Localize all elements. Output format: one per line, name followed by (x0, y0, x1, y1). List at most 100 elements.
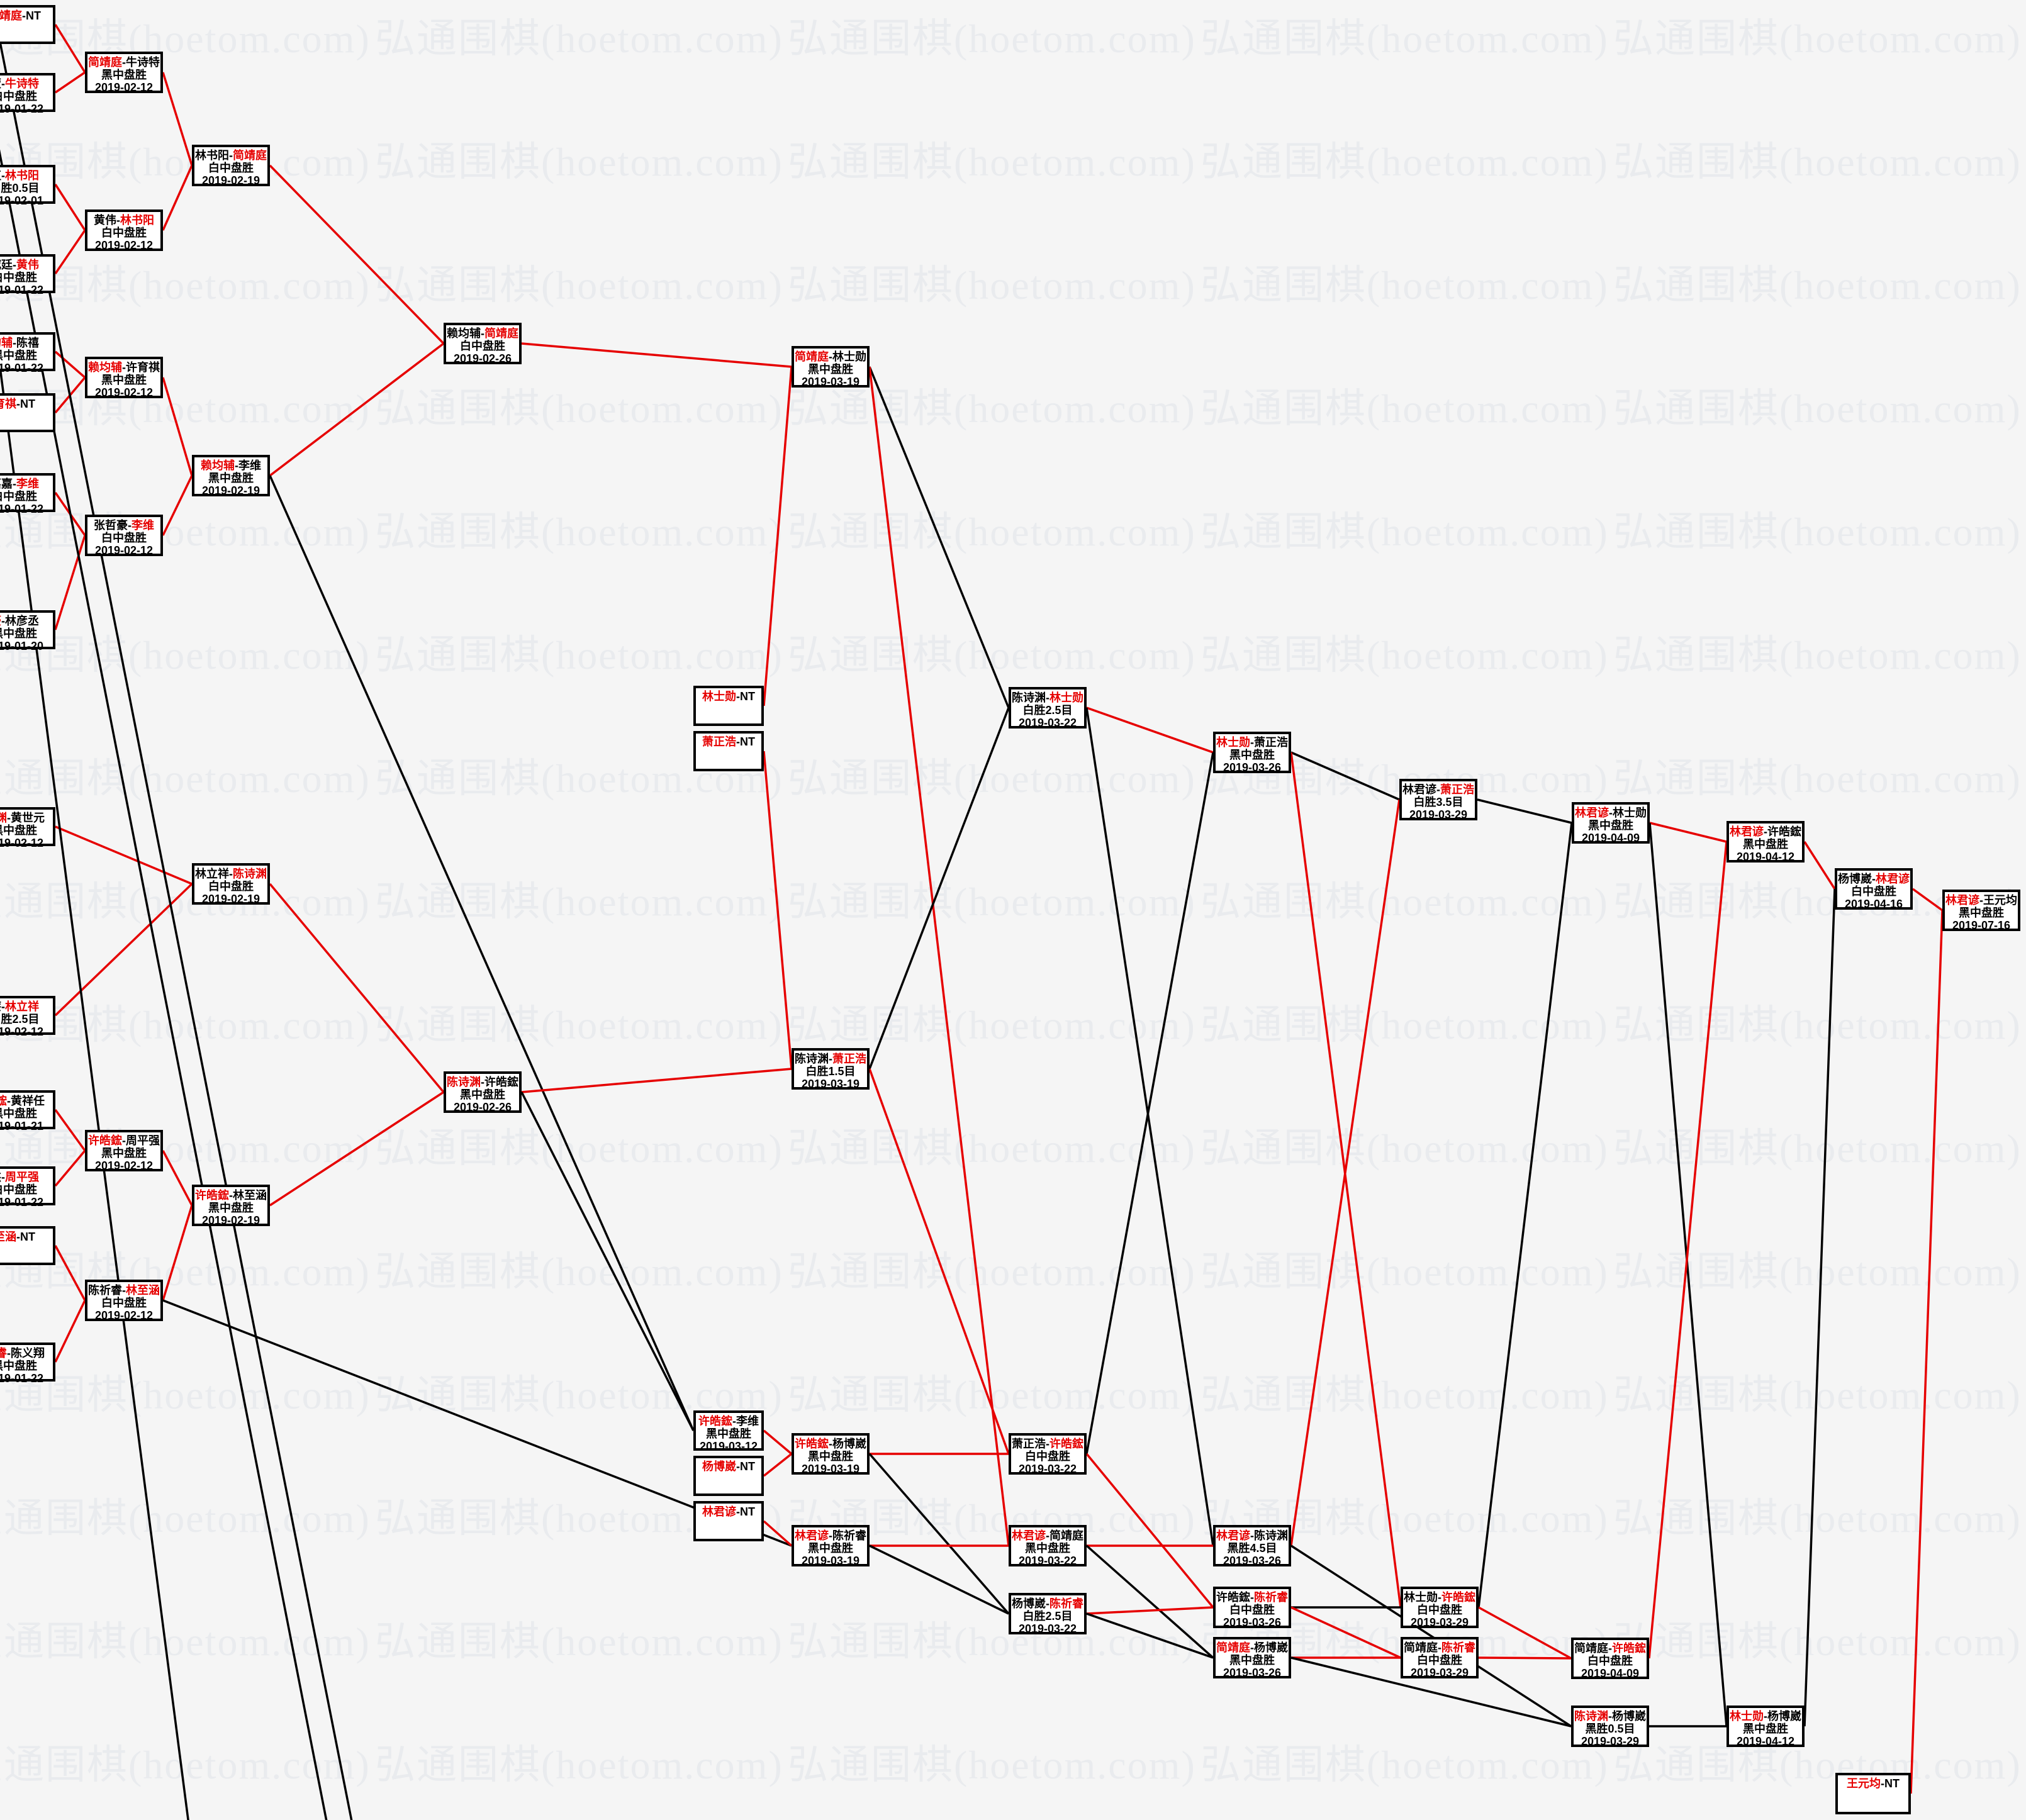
player-2: 牛诗特 (126, 56, 160, 69)
match-box-C11a[interactable]: 林君谚-王元均 黑中盘胜 2019-07-16 (1942, 890, 2020, 932)
match-box-C5d[interactable]: 杨博崴-陈祈睿 白胜2.5目 2019-03-22 (1009, 1593, 1087, 1635)
watermark-text: 弘通围棋(hoetom.com) (1613, 1743, 2022, 1787)
match-box-C2c[interactable]: 赖均辅-许育祺 黑中盘胜 2019-02-12 (85, 357, 163, 399)
match-players: 简靖庭-NT (0, 9, 53, 22)
match-box-C4h[interactable]: 许皓鋐-杨博崴 黑中盘胜 2019-03-19 (792, 1433, 870, 1475)
match-box-C4a[interactable]: 简靖庭-林士勋 黑中盘胜 2019-03-19 (792, 346, 870, 388)
match-box-C8a[interactable]: 林君谚-林士勋 黑中盘胜 2019-04-09 (1572, 802, 1650, 844)
match-box-C2e[interactable]: 许皓鋐-周平强 黑中盘胜 2019-02-12 (85, 1130, 163, 1172)
match-box-L2[interactable]: 萱-牛诗特白中盘胜2019-01-22 (0, 73, 55, 115)
match-box-C6c[interactable]: 许皓鋐-陈祈睿 白中盘胜 2019-03-26 (1213, 1587, 1291, 1629)
player-2: NT (20, 398, 35, 410)
match-result: 黑中盘胜 (808, 1542, 853, 1555)
match-date: 2019-02-19 (201, 893, 260, 905)
match-box-C4f[interactable]: 杨博崴-NT (693, 1456, 764, 1496)
match-date: 2019-01-22 (0, 1372, 44, 1385)
match-box-L9[interactable]: 诗渊-黄世元黑中盘胜2019-02-12 (0, 807, 55, 849)
match-box-C2a[interactable]: 简靖庭-牛诗特 黑中盘胜 2019-02-12 (85, 52, 163, 94)
match-box-C4c[interactable]: 萧正浩-NT (693, 731, 764, 771)
match-box-C9b[interactable]: 林士勋-杨博崴 黑中盘胜 2019-04-12 (1727, 1706, 1805, 1748)
connector-C6b-C7a-winner-path (1290, 799, 1401, 1546)
match-date: 2019-02-26 (453, 352, 512, 365)
match-box-C6a[interactable]: 林士勋-萧正浩 黑中盘胜 2019-03-26 (1213, 732, 1291, 774)
match-date: 2019-03-22 (1018, 1555, 1077, 1567)
player-1: 林书阳 (195, 149, 229, 162)
connector-L14-C2f-winner-path (54, 1300, 86, 1363)
match-date: 2019-02-12 (94, 239, 154, 252)
match-box-C10a[interactable]: 杨博崴-林君谚 白中盘胜 2019-04-16 (1835, 868, 1913, 910)
match-box-L5[interactable]: 均辅-陈禧黑中盘胜2019-01-22 (0, 332, 55, 374)
match-box-C5c[interactable]: 林君谚-简靖庭 黑中盘胜 2019-03-22 (1009, 1525, 1087, 1567)
match-box-C25b[interactable]: 赖均辅-李维 黑中盘胜 2019-02-19 (192, 455, 270, 497)
match-box-C6d[interactable]: 简靖庭-杨博崴 黑中盘胜 2019-03-26 (1213, 1637, 1291, 1679)
match-players: 育祺-NT (0, 398, 53, 410)
connector-C4c-C4d-winner-path (763, 751, 793, 1069)
player-2-winner: 牛诗特 (5, 77, 39, 90)
player-2-winner: 林立祥 (5, 1000, 39, 1013)
connector-C4b-C4a-winner-path (763, 366, 793, 706)
match-box-C4g[interactable]: 林君谚-NT (693, 1501, 764, 1541)
connector-C6a-C7b-winner-path (1290, 752, 1402, 1608)
match-box-C7a[interactable]: 林君谚-萧正浩 白胜3.5目 2019-03-29 (1399, 779, 1477, 821)
watermark-text: 弘通围棋(hoetom.com) (0, 879, 371, 924)
match-box-C2f[interactable]: 陈祈睿-林至涵 白中盘胜 2019-02-12 (85, 1280, 163, 1322)
watermark-text: 弘通围棋(hoetom.com) (788, 633, 1196, 678)
player-1-winner: 林君谚 (1012, 1529, 1046, 1542)
match-box-C6b[interactable]: 林君谚-陈诗渊 黑胜4.5目 2019-03-26 (1213, 1525, 1291, 1567)
player-1-winner: 简靖庭 (1216, 1641, 1250, 1654)
match-box-L13[interactable]: 至涵-NT (0, 1226, 55, 1265)
match-box-C10b[interactable]: 王元均-NT (1835, 1773, 1911, 1814)
match-box-L1[interactable]: 简靖庭-NT (0, 5, 55, 44)
match-box-C4e[interactable]: 许皓鋐-李维 黑中盘胜 2019-03-12 (693, 1410, 764, 1453)
match-box-C7b[interactable]: 林士勋-许皓鋐 白中盘胜 2019-03-29 (1401, 1587, 1479, 1629)
match-box-C8b[interactable]: 简靖庭-许皓鋐 白中盘胜 2019-04-09 (1571, 1638, 1649, 1680)
match-box-C4b[interactable]: 林士勋-NT (693, 686, 764, 726)
match-result: 白中盘胜 (101, 532, 147, 544)
player-1-winner: 简靖庭 (88, 56, 122, 69)
match-box-C8c[interactable]: 陈诗渊-杨博崴 黑胜0.5目 2019-03-29 (1571, 1706, 1649, 1748)
match-box-C3b[interactable]: 陈诗渊-许皓鋐 黑中盘胜 2019-02-26 (444, 1071, 522, 1114)
match-players: 廉-林立祥 (0, 1000, 53, 1013)
player-1: 植 (0, 169, 1, 182)
watermark-text: 弘通围棋(hoetom.com) (788, 16, 1196, 61)
match-box-C25d[interactable]: 许皓鋐-林至涵 黑中盘胜 2019-02-19 (192, 1185, 270, 1227)
match-result: 黑中盘胜 (0, 349, 37, 362)
match-date: 2019-01-20 (0, 640, 44, 652)
match-players: 张哲豪-李维 (94, 519, 154, 532)
match-box-L4[interactable]: 威廷-黄伟白中盘胜2019-01-22 (0, 254, 55, 296)
match-result: 白胜2.5目 (1022, 1610, 1073, 1622)
match-players: 赖均辅-李维 (201, 459, 261, 472)
match-box-C2d[interactable]: 张哲豪-李维 白中盘胜 2019-02-12 (85, 515, 163, 557)
match-box-C7c[interactable]: 简靖庭-陈祈睿 白中盘胜 2019-03-29 (1401, 1637, 1479, 1679)
connector-L11-C2e-winner-path (54, 1108, 86, 1152)
match-box-L12[interactable]: 杰-周平强白中盘胜2019-01-22 (0, 1166, 55, 1209)
player-1-winner: 林君谚 (1216, 1529, 1250, 1542)
match-box-C2b[interactable]: 黄伟-林书阳 白中盘胜 2019-02-12 (85, 209, 163, 252)
match-players: 林士勋-许皓鋐 (1404, 1591, 1475, 1604)
match-box-L6[interactable]: 育祺-NT (0, 393, 55, 432)
match-box-C25a[interactable]: 林书阳-简靖庭 白中盘胜 2019-02-19 (192, 145, 270, 187)
match-box-C25c[interactable]: 林立祥-陈诗渊 白中盘胜 2019-02-19 (192, 863, 270, 905)
player-1-winner: 林士勋 (702, 690, 736, 703)
match-box-C9a[interactable]: 林君谚-许皓鋐 黑中盘胜 2019-04-12 (1727, 821, 1805, 863)
match-box-C4d[interactable]: 陈诗渊-萧正浩 白胜1.5目 2019-03-19 (792, 1048, 870, 1090)
player-1: 杨博崴 (1838, 873, 1872, 885)
match-box-L11[interactable]: 皓鋐-黄祥任黑中盘胜2019-01-21 (0, 1090, 55, 1132)
watermark-text: 弘通围棋(hoetom.com) (1200, 1743, 1609, 1787)
match-box-L8[interactable]: 豪-林彦丞黑中盘胜2019-01-20 (0, 610, 55, 652)
player-2: 林士勋 (1613, 807, 1647, 819)
match-players: 林书阳-简靖庭 (195, 149, 267, 162)
match-date: 2019-02-12 (94, 386, 154, 399)
match-result: 黑中盘胜 (1959, 907, 2004, 919)
match-box-C5b[interactable]: 萧正浩-许皓鋐 白中盘胜 2019-03-22 (1009, 1433, 1087, 1475)
match-result: 黑中盘胜 (0, 627, 37, 640)
match-box-C3a[interactable]: 赖均辅-简靖庭 白中盘胜 2019-02-26 (444, 323, 522, 365)
match-box-C5a[interactable]: 陈诗渊-林士勋 白胜2.5目 2019-03-22 (1009, 687, 1087, 729)
watermark-text: 弘通围棋(hoetom.com) (0, 1743, 371, 1787)
match-box-L14[interactable]: 祈睿-陈义翔黑中盘胜2019-01-22 (0, 1343, 55, 1385)
match-box-C4i[interactable]: 林君谚-陈祈睿 黑中盘胜 2019-03-19 (792, 1525, 870, 1567)
player-1-winner: 王元均 (1847, 1777, 1881, 1790)
